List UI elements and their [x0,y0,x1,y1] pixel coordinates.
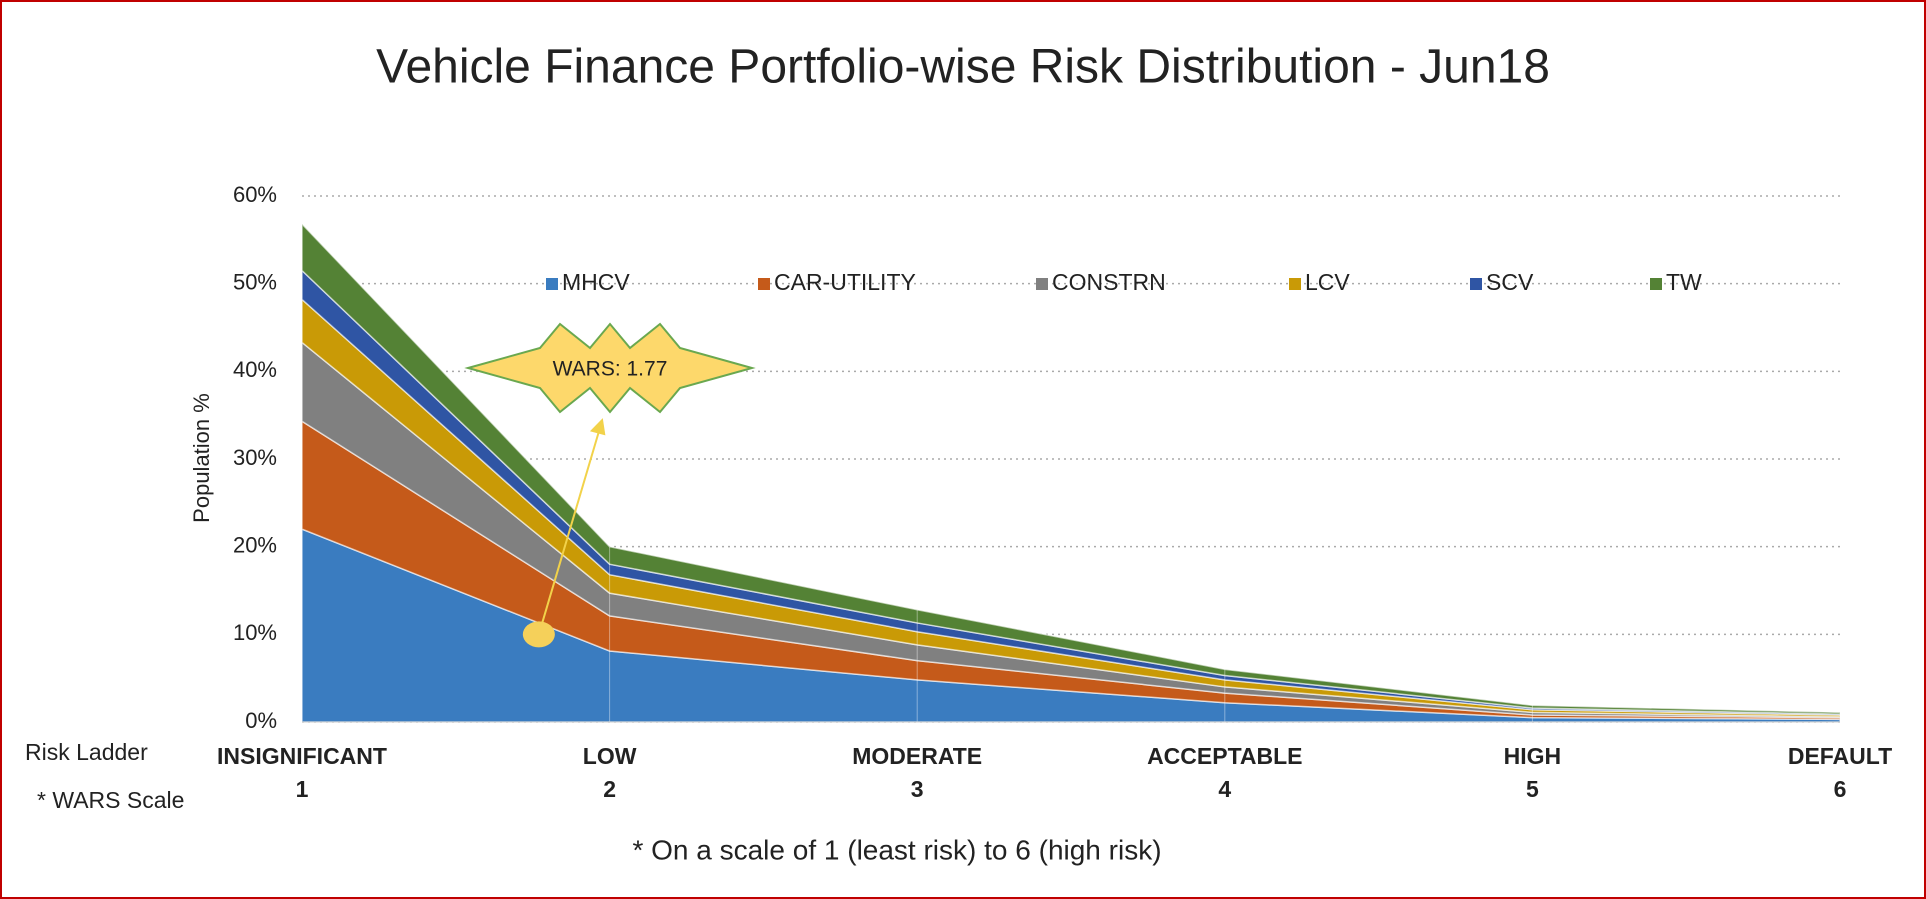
legend-label: LCV [1305,269,1350,295]
x-tick-label: INSIGNIFICANT [217,743,387,769]
x-tick-label: ACCEPTABLE [1147,743,1302,769]
y-tick-label: 20% [233,532,277,557]
x-tick-label: 1 [296,776,309,802]
legend-swatch [1036,278,1048,290]
x-tick-label: LOW [583,743,637,769]
legend-swatch [758,278,770,290]
legend-label: CAR-UTILITY [774,269,916,295]
y-tick-label: 60% [233,182,277,207]
row-label: Risk Ladder [25,739,148,765]
legend-label: MHCV [562,269,630,295]
x-tick-label: DEFAULT [1788,743,1892,769]
y-axis-label: Population % [189,393,214,523]
legend-label: TW [1666,269,1702,295]
chart-title: Vehicle Finance Portfolio-wise Risk Dist… [376,41,1550,94]
annotation-arrow [537,420,603,635]
legend-swatch [1289,278,1301,290]
annotation-star [464,322,756,414]
x-tick-label: 3 [911,776,924,802]
x-tick-label: MODERATE [852,743,982,769]
x-tick-label: 6 [1834,776,1847,802]
x-tick-label: HIGH [1504,743,1562,769]
y-tick-label: 0% [245,708,277,733]
footnote: * On a scale of 1 (least risk) to 6 (hig… [632,834,1161,865]
legend-swatch [1470,278,1482,290]
y-tick-label: 50% [233,269,277,294]
x-tick-label: 2 [603,776,616,802]
legend-swatch [546,278,558,290]
annotation-marker [522,621,555,648]
x-tick-label: 4 [1218,776,1231,802]
row-label: * WARS Scale [37,787,184,813]
annotation-text: WARS: 1.77 [553,358,668,381]
area [301,222,1841,715]
x-tick-label: 5 [1526,776,1539,802]
legend-label: SCV [1486,269,1534,295]
y-tick-label: 10% [233,620,277,645]
legend-label: CONSTRN [1052,269,1166,295]
y-tick-label: 40% [233,357,277,382]
legend-swatch [1650,278,1662,290]
y-tick-label: 30% [233,445,277,470]
annotation-arrowhead [589,418,606,436]
